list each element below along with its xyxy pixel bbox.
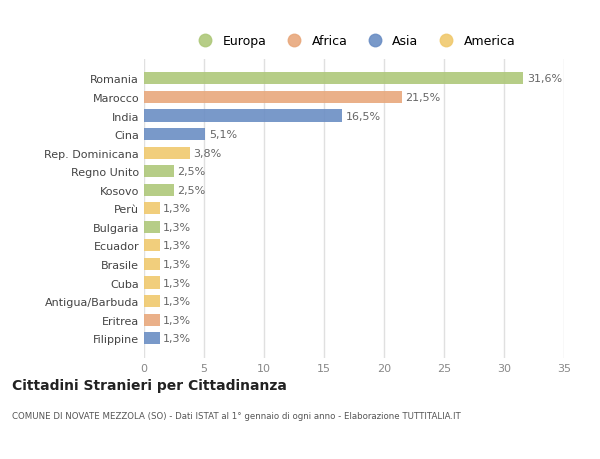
Bar: [144, 258, 160, 270]
Text: 31,6%: 31,6%: [527, 74, 562, 84]
Bar: [144, 92, 402, 104]
Text: Cittadini Stranieri per Cittadinanza: Cittadini Stranieri per Cittadinanza: [12, 379, 287, 392]
Text: 1,3%: 1,3%: [163, 222, 191, 232]
Text: 1,3%: 1,3%: [163, 297, 191, 307]
Text: COMUNE DI NOVATE MEZZOLA (SO) - Dati ISTAT al 1° gennaio di ogni anno - Elaboraz: COMUNE DI NOVATE MEZZOLA (SO) - Dati IST…: [12, 411, 461, 420]
Bar: [144, 296, 160, 308]
Text: 1,3%: 1,3%: [163, 241, 191, 251]
Bar: [144, 110, 342, 122]
Legend: Europa, Africa, Asia, America: Europa, Africa, Asia, America: [188, 30, 520, 53]
Text: 1,3%: 1,3%: [163, 204, 191, 214]
Text: 1,3%: 1,3%: [163, 278, 191, 288]
Text: 1,3%: 1,3%: [163, 259, 191, 269]
Text: 21,5%: 21,5%: [406, 93, 441, 103]
Bar: [144, 203, 160, 215]
Text: 16,5%: 16,5%: [346, 111, 381, 121]
Text: 2,5%: 2,5%: [178, 185, 206, 196]
Bar: [144, 332, 160, 344]
Bar: [144, 166, 174, 178]
Text: 2,5%: 2,5%: [178, 167, 206, 177]
Text: 3,8%: 3,8%: [193, 148, 221, 158]
Bar: [144, 314, 160, 326]
Bar: [144, 221, 160, 233]
Bar: [144, 147, 190, 159]
Bar: [144, 277, 160, 289]
Bar: [144, 185, 174, 196]
Bar: [144, 73, 523, 85]
Text: 5,1%: 5,1%: [209, 130, 237, 140]
Text: 1,3%: 1,3%: [163, 333, 191, 343]
Text: 1,3%: 1,3%: [163, 315, 191, 325]
Bar: [144, 240, 160, 252]
Bar: [144, 129, 205, 141]
